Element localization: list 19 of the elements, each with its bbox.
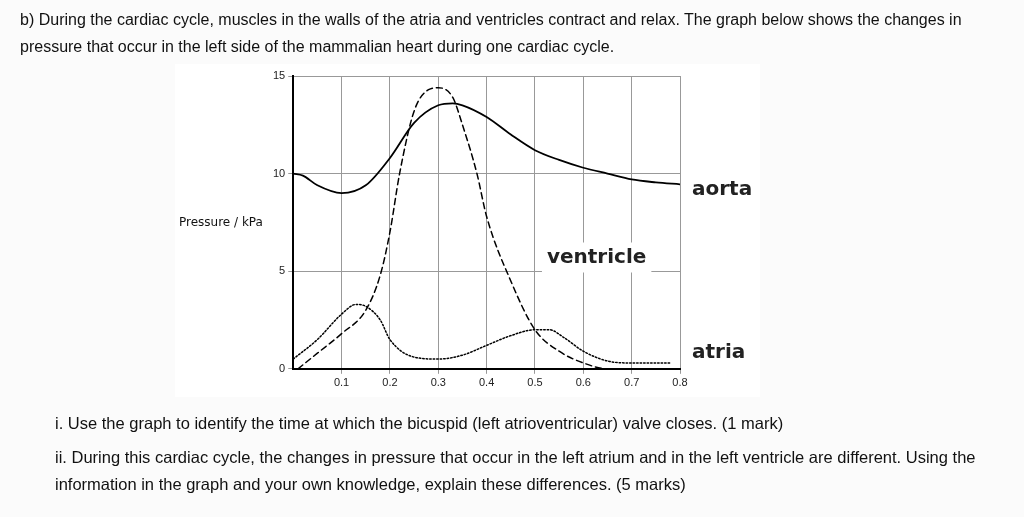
- y-tick-label: 15: [272, 69, 286, 82]
- chart-title: b) During the cardiac cycle, muscles in the walls of the atria and ventricles contract and relax. The graph below shows the changes in pressure that occur in the left side of the mammalian heart during one cardiac cycle.: [20, 10, 963, 57]
- x-tick-label: 0.7: [624, 376, 640, 389]
- text: i. Use the graph to identify the time at which the bicuspid (left atrioventricular) valve closes. (1 mark): [55, 413, 785, 434]
- x-tick-label: 0.5: [527, 376, 543, 389]
- y-axis-title: Pressure / kPa: [179, 214, 263, 229]
- x-tick-label: 0.2: [382, 376, 398, 389]
- series-label: aorta: [692, 175, 753, 200]
- y-tick-label: 5: [279, 264, 286, 277]
- x-tick-label: 0.3: [430, 376, 446, 389]
- x-tick-label: 0.6: [575, 376, 591, 389]
- y-tick-label: 0: [279, 361, 286, 374]
- x-tick-label: 0.4: [478, 376, 495, 389]
- x-tick-label: 0.1: [333, 376, 350, 389]
- x-tick-label: 0.8: [672, 376, 688, 389]
- text: ii. During this cardiac cycle, the changes in pressure that occur in the left atrium and in the left ventricle are different. Using the information in the graph and your own knowledge, explain these differences. (5 marks): [55, 447, 977, 495]
- series-label: atria: [692, 339, 746, 364]
- series-label: ventricle: [546, 243, 647, 268]
- y-tick-label: 10: [272, 166, 286, 179]
